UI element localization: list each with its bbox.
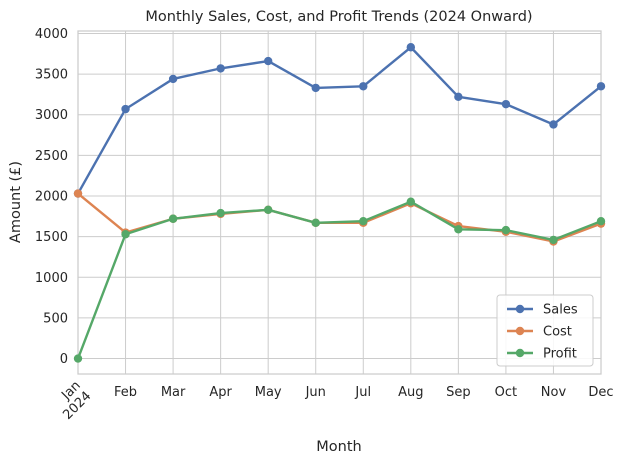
legend-marker [515, 304, 525, 314]
profit-point [168, 214, 178, 223]
sales-point [311, 83, 320, 93]
series-profit [73, 197, 606, 363]
sales-point [549, 120, 558, 129]
y-tick-label: 1000 [35, 271, 68, 286]
profit-point [406, 197, 416, 206]
profit-point [263, 205, 273, 215]
x-tick-label: Jan2024 [50, 378, 95, 423]
sales-point [216, 64, 225, 73]
legend-marker [515, 326, 525, 336]
x-tick-label: Apr [209, 385, 232, 400]
sales-point [263, 56, 273, 66]
profit-point [501, 225, 511, 235]
profit-point [454, 225, 463, 234]
y-tick-label: 1500 [35, 230, 68, 245]
sales-line [76, 46, 602, 195]
x-tick-label: Jul [354, 385, 371, 400]
cost-point [73, 189, 83, 198]
x-axis-ticks: Jan2024 Feb Mar Apr May Jun Jul Aug Sep Oct Nov Dec [50, 378, 613, 423]
x-tick-label: Nov [541, 385, 567, 400]
y-tick-label: 3500 [35, 68, 68, 83]
y-tick-label: 0 [60, 352, 68, 367]
x-axis-label: Month [316, 439, 361, 455]
profit-point [359, 216, 368, 226]
sales-point [406, 43, 416, 52]
legend-marker [515, 348, 525, 358]
sales-point [454, 92, 463, 102]
legend: Sales Cost Profit [496, 294, 594, 367]
profit-point [311, 218, 320, 228]
profit-line [76, 200, 602, 359]
chart-title: Monthly Sales, Cost, and Profit Trends (… [145, 9, 532, 25]
x-tick-label: Aug [398, 385, 423, 400]
x-tick-label: May [255, 385, 282, 400]
profit-point [121, 229, 130, 239]
x-tick-label: Feb [114, 385, 137, 400]
y-tick-label: 2500 [35, 149, 68, 164]
x-tick-label: Jun [305, 385, 326, 400]
y-axis-ticks: 0 500 1000 1500 2000 2500 3000 3500 4000 [35, 27, 68, 367]
y-tick-label: 4000 [35, 27, 68, 42]
x-tick-label: Oct [495, 385, 517, 400]
legend-item-sales: Sales [507, 303, 578, 318]
series-group [73, 43, 606, 363]
y-tick-label: 2000 [35, 189, 68, 204]
legend-label: Cost [543, 325, 572, 340]
profit-point [216, 208, 225, 218]
series-cost [73, 189, 606, 246]
legend-label: Profit [543, 347, 577, 362]
series-sales [73, 43, 606, 198]
sales-point [168, 74, 178, 84]
legend-item-profit: Profit [507, 347, 577, 362]
plot-area-frame [77, 30, 602, 375]
profit-point [73, 354, 83, 363]
x-tick-label: Dec [588, 385, 613, 400]
sales-point [596, 82, 606, 91]
profit-point [549, 235, 558, 245]
y-tick-label: 3000 [35, 108, 68, 123]
y-axis-label: Amount (£) [8, 161, 24, 243]
y-tick-label: 500 [43, 311, 68, 326]
sales-point [501, 99, 511, 109]
sales-point [359, 82, 368, 91]
legend-item-cost: Cost [507, 325, 572, 340]
legend-label: Sales [543, 303, 578, 318]
grid-lines [78, 31, 601, 374]
sales-point [121, 104, 130, 114]
profit-point [596, 216, 606, 226]
x-tick-label: Sep [446, 385, 471, 400]
x-tick-label: Mar [161, 385, 186, 400]
